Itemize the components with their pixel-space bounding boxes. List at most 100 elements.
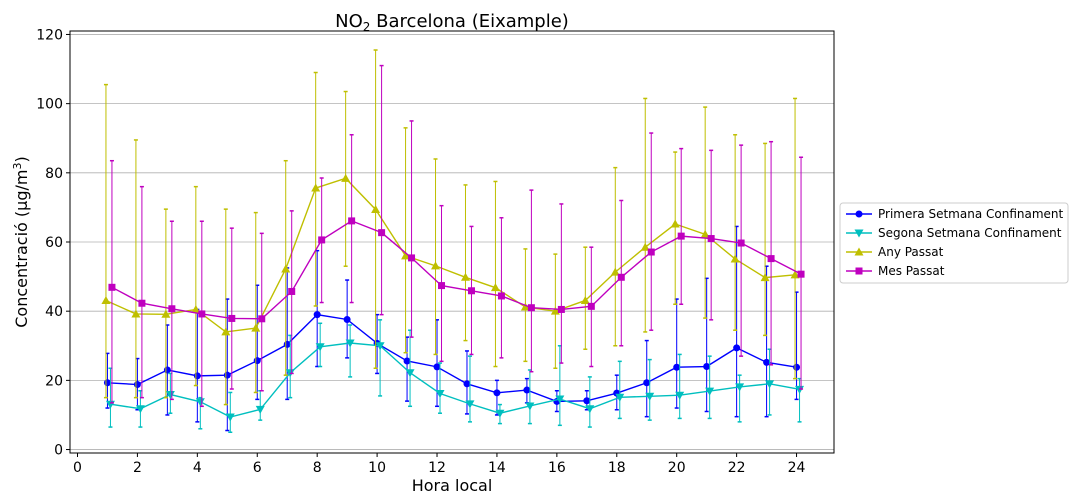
data-point xyxy=(467,287,475,295)
x-tick-label: 4 xyxy=(193,460,202,476)
data-point xyxy=(735,383,745,392)
data-point xyxy=(283,340,291,348)
data-point xyxy=(198,310,206,318)
data-point xyxy=(165,391,175,400)
legend-label: Mes Passat xyxy=(878,264,945,278)
series-layer xyxy=(101,49,805,433)
data-point xyxy=(255,405,265,414)
legend-label: Segona Setmana Confinament xyxy=(878,226,1062,240)
legend-entry: Mes Passat xyxy=(846,264,945,278)
data-point xyxy=(550,306,560,315)
x-tick-label: 24 xyxy=(788,460,806,476)
y-tick-label: 80 xyxy=(45,166,63,182)
data-point xyxy=(497,292,505,300)
x-axis-label: Hora local xyxy=(412,476,493,495)
legend-entry: Any Passat xyxy=(846,245,944,259)
data-point xyxy=(431,261,441,270)
data-point xyxy=(168,305,176,313)
data-point xyxy=(765,380,775,389)
y-tick-label: 40 xyxy=(45,304,63,320)
series-line xyxy=(110,342,800,418)
x-tick-label: 20 xyxy=(668,460,686,476)
y-tick-label: 20 xyxy=(45,373,63,389)
data-point xyxy=(221,327,231,336)
data-point xyxy=(318,236,326,244)
x-tick-label: 22 xyxy=(728,460,746,476)
data-point xyxy=(401,251,411,260)
data-point xyxy=(677,232,685,240)
data-point xyxy=(258,315,266,323)
legend-label: Primera Setmana Confinament xyxy=(878,207,1064,221)
data-point xyxy=(610,267,620,276)
data-point xyxy=(465,400,475,409)
data-point xyxy=(490,283,500,292)
data-point xyxy=(643,379,651,387)
data-point xyxy=(103,379,111,387)
x-tick-label: 18 xyxy=(608,460,626,476)
data-point xyxy=(527,304,535,312)
data-point xyxy=(311,183,321,192)
legend: Primera Setmana Confinament Segona Setman… xyxy=(839,202,1069,284)
data-point xyxy=(645,392,655,401)
data-point xyxy=(408,254,416,262)
data-point xyxy=(313,311,321,319)
x-tick-label: 16 xyxy=(548,460,566,476)
data-point xyxy=(647,248,655,256)
data-point xyxy=(378,229,386,237)
data-point xyxy=(585,405,595,414)
x-tick-label: 6 xyxy=(253,460,262,476)
legend-marker xyxy=(855,267,863,275)
data-point xyxy=(135,405,145,414)
legend-box xyxy=(839,202,1069,284)
data-point xyxy=(615,393,625,402)
data-point xyxy=(460,272,470,281)
data-point xyxy=(251,323,261,332)
data-point xyxy=(131,309,141,318)
data-point xyxy=(108,283,116,291)
y-axis: 0 20 40 60 80 100 120 xyxy=(36,27,70,459)
data-point xyxy=(435,390,445,399)
data-point xyxy=(675,391,685,400)
data-point xyxy=(463,380,471,388)
data-point xyxy=(520,302,530,311)
data-point xyxy=(580,295,590,304)
data-point xyxy=(195,398,205,407)
data-point xyxy=(495,409,505,418)
x-tick-label: 2 xyxy=(133,460,142,476)
data-point xyxy=(790,270,800,279)
data-point xyxy=(161,309,171,318)
data-point xyxy=(673,363,681,371)
data-point xyxy=(345,339,355,348)
data-point xyxy=(225,413,235,422)
legend-marker xyxy=(855,210,863,218)
data-point xyxy=(281,264,291,273)
legend-marker xyxy=(854,229,864,238)
data-point xyxy=(737,239,745,247)
data-point xyxy=(733,344,741,352)
data-point xyxy=(523,386,531,394)
x-tick-label: 12 xyxy=(428,460,446,476)
data-point xyxy=(555,395,565,404)
data-point xyxy=(193,372,201,380)
data-point xyxy=(707,235,715,243)
series-4 xyxy=(108,64,805,408)
data-point xyxy=(348,217,356,225)
data-point xyxy=(760,273,770,282)
data-point xyxy=(587,302,595,310)
data-point xyxy=(438,282,446,290)
y-tick-label: 60 xyxy=(45,235,63,251)
data-point xyxy=(371,204,381,213)
data-point xyxy=(403,357,411,365)
data-point xyxy=(191,304,201,313)
data-point xyxy=(405,369,415,378)
y-axis-label: Concentració (µg/m3) xyxy=(11,156,31,327)
data-point xyxy=(705,387,715,396)
x-tick-label: 8 xyxy=(313,460,322,476)
legend-entry: Primera Setmana Confinament xyxy=(846,207,1064,221)
series-line xyxy=(111,220,802,320)
x-axis: 0 2 4 6 8 10 12 14 16 18 20 22 24 xyxy=(73,453,806,476)
data-point xyxy=(730,254,740,263)
x-tick-label: 10 xyxy=(368,460,386,476)
data-point xyxy=(341,173,351,182)
data-point xyxy=(583,397,591,405)
